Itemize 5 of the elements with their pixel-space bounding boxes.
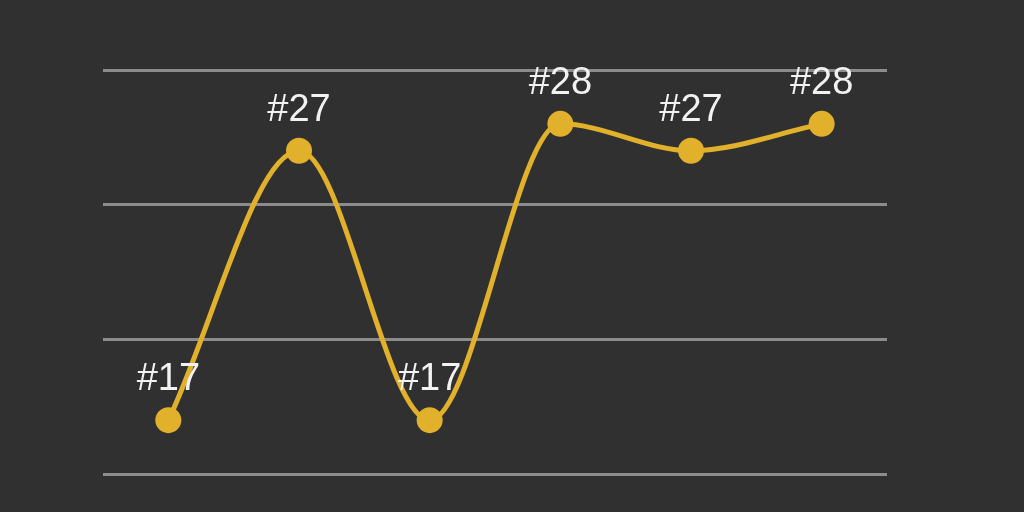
data-label: #27 [659,86,723,129]
data-label: #28 [789,59,854,102]
data-label: #17 [397,356,462,399]
data-label: #27 [267,86,331,129]
data-label: #28 [528,59,593,102]
